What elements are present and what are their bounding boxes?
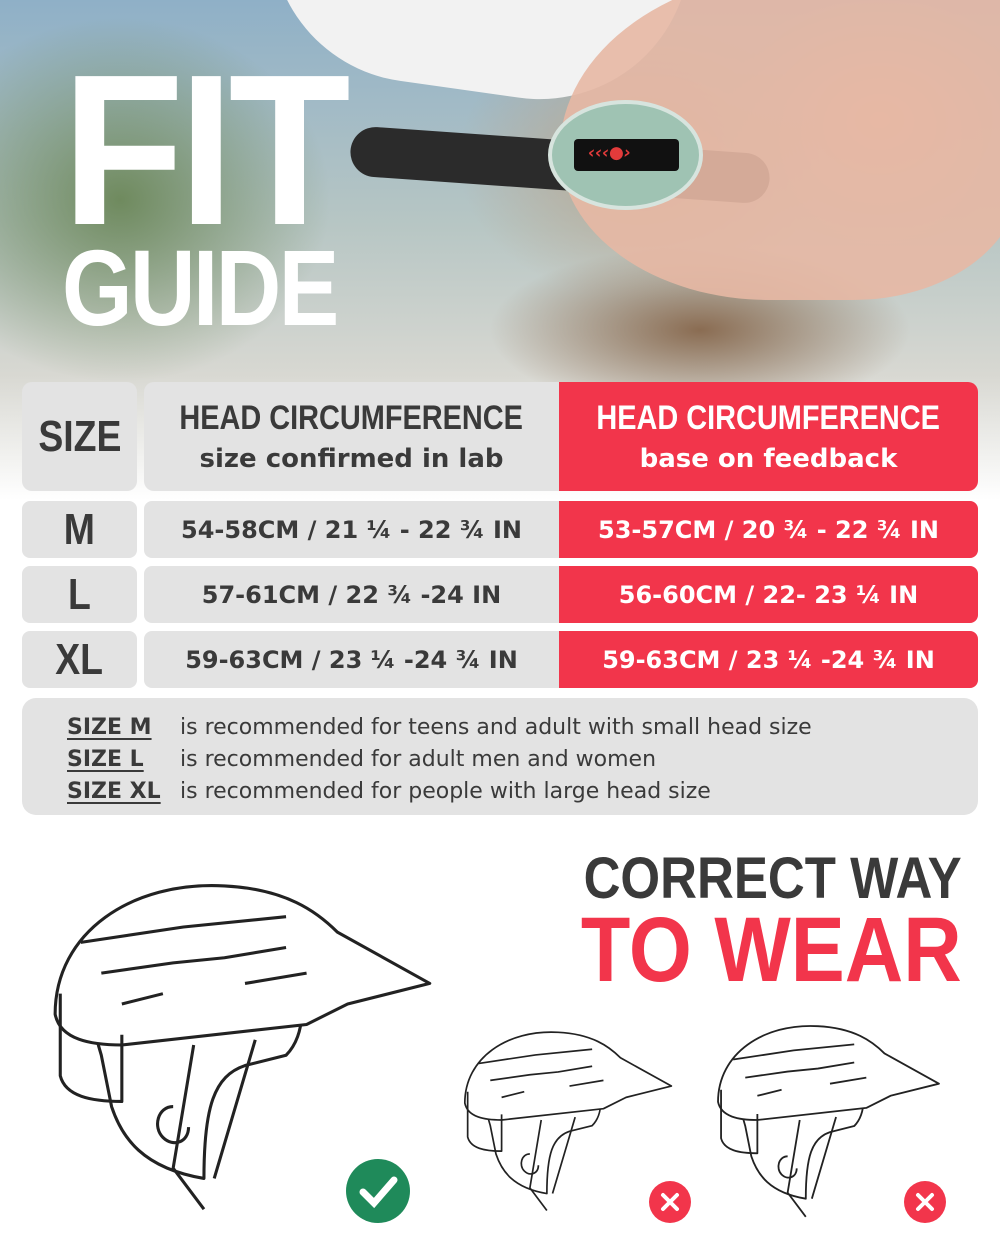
feedback-value: 59-63CM / 23 ¼ -24 ¾ IN (602, 645, 935, 674)
feedback-value: 56-60CM / 22- 23 ¼ IN (618, 580, 919, 609)
note-key: SIZE M (67, 715, 152, 740)
lab-value: 59-63CM / 23 ¼ -24 ¾ IN (185, 645, 518, 674)
x-icon (649, 1181, 691, 1223)
size-header-label: SIZE (37, 411, 122, 461)
lab-header-subtitle: size confirmed in lab (199, 444, 504, 474)
lab-cell: 54-58CM / 21 ¼ - 22 ¾ IN (144, 501, 559, 558)
lab-cell: 57-61CM / 22 ¾ -24 IN (144, 566, 559, 623)
note-item: SIZE L is recommended for adult men and w… (67, 744, 978, 776)
size-label: L (68, 569, 91, 619)
size-label: M (63, 504, 96, 554)
feedback-cell: 59-63CM / 23 ¼ -24 ¾ IN (559, 631, 978, 688)
feedback-header: HEAD CIRCUMFERENCE base on feedback (559, 382, 978, 491)
feedback-header-subtitle: base on feedback (639, 444, 898, 474)
note-item: SIZE M is recommended for teens and adult… (67, 712, 978, 744)
note-key: SIZE XL (67, 779, 161, 804)
lab-cell: 59-63CM / 23 ¼ -24 ¾ IN (144, 631, 559, 688)
lab-header: HEAD CIRCUMFERENCE size confirmed in lab (144, 382, 559, 491)
note-text: is recommended for adult men and women (180, 747, 657, 772)
size-notes: SIZE M is recommended for teens and adult… (22, 698, 978, 815)
x-icon (904, 1181, 946, 1223)
lab-header-title: HEAD CIRCUMFERENCE (179, 399, 524, 437)
size-cell: L (22, 566, 137, 623)
lab-value: 57-61CM / 22 ¾ -24 IN (201, 580, 502, 609)
title-guide: GUIDE (62, 227, 339, 348)
helmet-wrong-illustration (463, 1031, 673, 1212)
note-item: SIZE XL is recommended for people with la… (67, 776, 978, 808)
note-text: is recommended for teens and adult with … (180, 715, 812, 740)
size-header: SIZE (22, 382, 137, 491)
feedback-cell: 53-57CM / 20 ¾ - 22 ¾ IN (559, 501, 978, 558)
correct-way-heading: CORRECT WAY (583, 846, 962, 911)
rear-light (548, 100, 703, 210)
title-fit: FIT (62, 29, 351, 270)
feedback-value: 53-57CM / 20 ¾ - 22 ¾ IN (598, 515, 939, 544)
feedback-cell: 56-60CM / 22- 23 ¼ IN (559, 566, 978, 623)
note-text: is recommended for people with large hea… (180, 779, 711, 804)
lab-value: 54-58CM / 21 ¼ - 22 ¾ IN (181, 515, 522, 544)
feedback-header-title: HEAD CIRCUMFERENCE (596, 399, 941, 437)
size-cell: XL (22, 631, 137, 688)
check-icon (346, 1159, 410, 1223)
size-cell: M (22, 501, 137, 558)
size-label: XL (55, 634, 104, 684)
to-wear-heading: TO WEAR (581, 899, 962, 1001)
note-key: SIZE L (67, 747, 144, 772)
